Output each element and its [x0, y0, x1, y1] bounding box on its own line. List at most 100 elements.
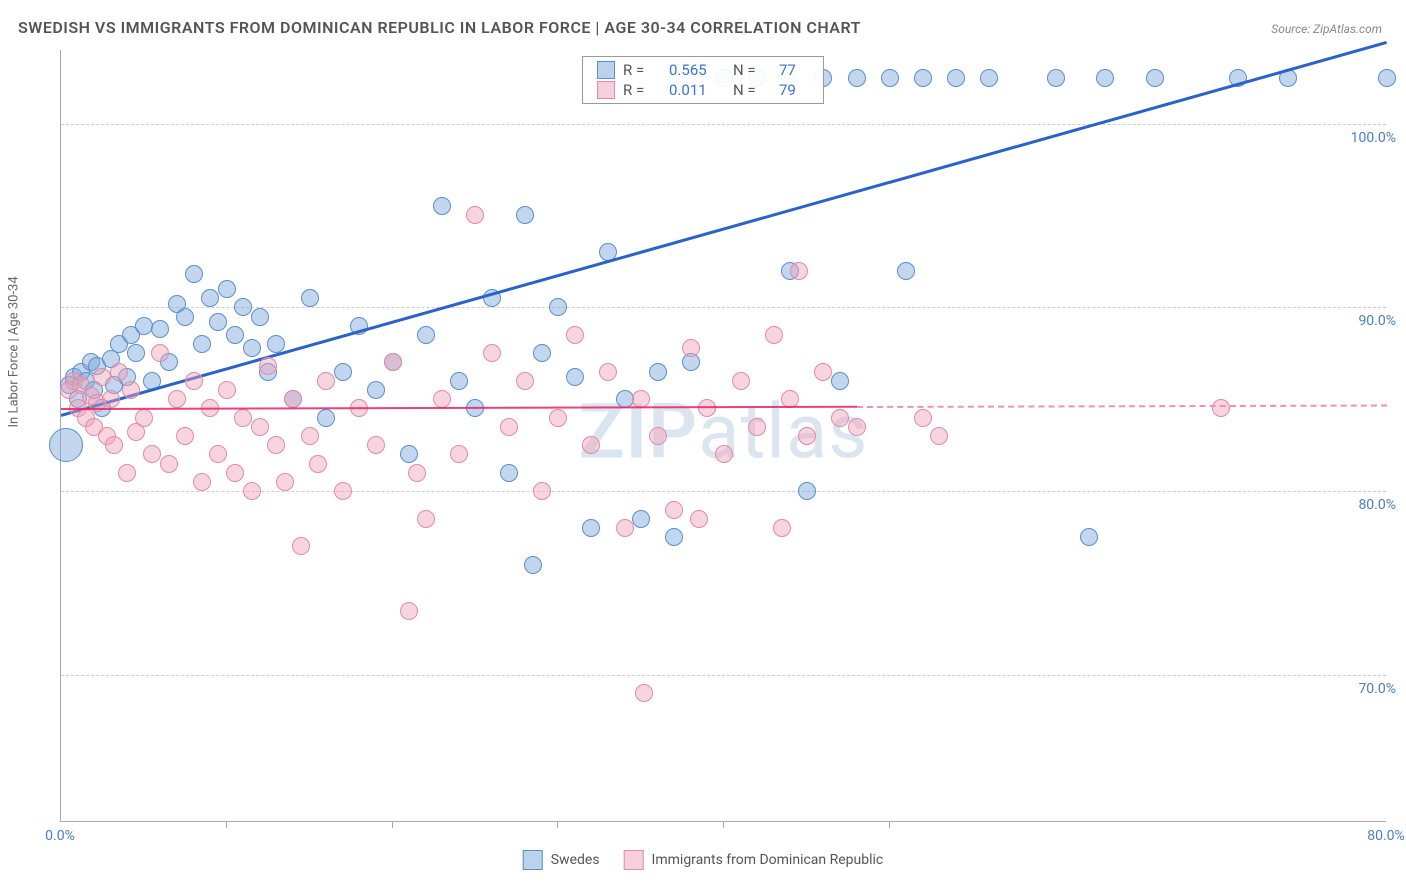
- scatter-point-blue: [185, 265, 203, 283]
- scatter-point-pink: [317, 372, 335, 390]
- stat-n-value: 77: [779, 61, 809, 79]
- scatter-point-pink: [698, 399, 716, 417]
- scatter-point-blue: [49, 428, 83, 462]
- scatter-point-pink: [1212, 399, 1230, 417]
- scatter-point-pink: [566, 326, 584, 344]
- x-tick-mark: [723, 822, 724, 828]
- scatter-point-pink: [433, 390, 451, 408]
- scatter-point-blue: [566, 368, 584, 386]
- scatter-point-pink: [848, 418, 866, 436]
- scatter-point-pink: [193, 473, 211, 491]
- scatter-point-pink: [110, 363, 128, 381]
- y-tick-label: 90.0%: [1358, 313, 1396, 329]
- scatter-point-blue: [881, 69, 899, 87]
- scatter-point-pink: [649, 427, 667, 445]
- scatter-point-blue: [243, 339, 261, 357]
- scatter-point-pink: [914, 409, 932, 427]
- scatter-point-pink: [831, 409, 849, 427]
- legend-label: Immigrants from Dominican Republic: [652, 852, 884, 868]
- scatter-point-pink: [790, 262, 808, 280]
- scatter-point-pink: [168, 390, 186, 408]
- scatter-point-blue: [798, 482, 816, 500]
- scatter-point-blue: [533, 344, 551, 362]
- scatter-point-blue: [201, 289, 219, 307]
- scatter-point-pink: [122, 381, 140, 399]
- legend-swatch-blue: [523, 850, 543, 870]
- stat-swatch-blue: [597, 61, 615, 79]
- scatter-point-blue: [317, 409, 335, 427]
- scatter-point-blue: [367, 381, 385, 399]
- scatter-point-pink: [301, 427, 319, 445]
- legend: Swedes Immigrants from Dominican Republic: [523, 850, 884, 870]
- scatter-point-pink: [243, 482, 261, 500]
- scatter-point-pink: [135, 409, 153, 427]
- x-tick-mark: [392, 822, 393, 828]
- scatter-point-blue: [417, 326, 435, 344]
- chart-title: SWEDISH VS IMMIGRANTS FROM DOMINICAN REP…: [18, 18, 861, 37]
- legend-swatch-pink: [624, 850, 644, 870]
- scatter-point-pink: [533, 482, 551, 500]
- scatter-point-pink: [450, 445, 468, 463]
- scatter-point-pink: [118, 464, 136, 482]
- scatter-point-pink: [582, 436, 600, 454]
- scatter-point-pink: [218, 381, 236, 399]
- correlation-stats-box: R =0.565N =77R =0.011N =79: [582, 56, 824, 104]
- scatter-point-pink: [408, 464, 426, 482]
- scatter-point-blue: [549, 298, 567, 316]
- scatter-point-blue: [400, 445, 418, 463]
- legend-item: Immigrants from Dominican Republic: [624, 850, 884, 870]
- scatter-point-blue: [226, 326, 244, 344]
- scatter-point-blue: [897, 262, 915, 280]
- x-tick-mark: [226, 822, 227, 828]
- scatter-point-blue: [524, 556, 542, 574]
- scatter-point-pink: [226, 464, 244, 482]
- scatter-point-blue: [665, 528, 683, 546]
- scatter-point-pink: [105, 436, 123, 454]
- scatter-point-blue: [301, 289, 319, 307]
- scatter-point-blue: [649, 363, 667, 381]
- scatter-point-pink: [599, 363, 617, 381]
- legend-item: Swedes: [523, 850, 600, 870]
- y-axis-label: In Labor Force | Age 30-34: [7, 276, 22, 427]
- scatter-point-blue: [1047, 69, 1065, 87]
- scatter-point-blue: [632, 510, 650, 528]
- scatter-point-pink: [483, 344, 501, 362]
- stat-n-label: N =: [733, 61, 773, 79]
- scatter-point-pink: [500, 418, 518, 436]
- scatter-point-pink: [276, 473, 294, 491]
- x-tick-mark: [889, 822, 890, 828]
- trend-line-pink-dashed: [857, 405, 1387, 408]
- scatter-point-blue: [193, 335, 211, 353]
- scatter-point-pink: [367, 436, 385, 454]
- scatter-point-blue: [516, 206, 534, 224]
- scatter-point-pink: [665, 501, 683, 519]
- stat-swatch-pink: [597, 81, 615, 99]
- gridline-horizontal: [61, 675, 1386, 676]
- scatter-point-blue: [151, 320, 169, 338]
- chart-plot-area: ZIPatlas: [60, 50, 1386, 822]
- x-tick-label: 80.0%: [1367, 828, 1405, 844]
- scatter-point-pink: [309, 455, 327, 473]
- scatter-point-pink: [251, 418, 269, 436]
- scatter-point-pink: [765, 326, 783, 344]
- y-tick-label: 70.0%: [1358, 681, 1396, 697]
- scatter-point-blue: [947, 69, 965, 87]
- scatter-point-pink: [635, 684, 653, 702]
- scatter-point-blue: [135, 317, 153, 335]
- scatter-point-pink: [151, 344, 169, 362]
- scatter-point-pink: [690, 510, 708, 528]
- scatter-point-pink: [682, 339, 700, 357]
- scatter-point-pink: [417, 510, 435, 528]
- scatter-point-pink: [466, 206, 484, 224]
- gridline-horizontal: [61, 124, 1386, 125]
- scatter-point-pink: [160, 455, 178, 473]
- scatter-point-blue: [218, 280, 236, 298]
- scatter-point-pink: [814, 363, 832, 381]
- stat-r-value: 0.011: [669, 81, 727, 99]
- scatter-point-pink: [185, 372, 203, 390]
- scatter-point-blue: [582, 519, 600, 537]
- source-attribution: Source: ZipAtlas.com: [1271, 22, 1382, 36]
- scatter-point-blue: [176, 308, 194, 326]
- scatter-point-pink: [384, 353, 402, 371]
- x-tick-mark: [557, 822, 558, 828]
